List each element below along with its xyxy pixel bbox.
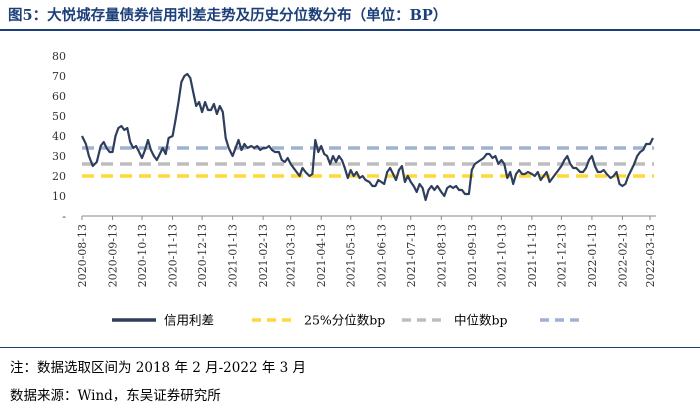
y-tick-label: 40 [52,130,66,143]
y-tick-label: 70 [52,70,66,83]
x-tick-label: 2021-12-13 [555,224,568,287]
chart-title: 图5：大悦城存量债券信用利差走势及历史分位数分布（单位：BP） [8,7,448,24]
x-tick-label: 2021-10-13 [495,224,508,287]
note-range: 注：数据选取区间为 2018 年 2 月-2022 年 3 月 [10,360,306,376]
x-tick-label: 2021-09-13 [466,224,479,287]
notes-rule [0,347,700,348]
y-tick-label: 80 [52,50,66,63]
reference-lines [82,146,654,178]
legend: 信用利差 25%分位数bp 中位数bp [112,313,584,328]
x-tick-label: 2021-03-13 [285,224,298,287]
x-tick-label: 2021-06-13 [375,224,388,287]
x-tick-label: 2021-02-13 [257,224,270,287]
legend-label: 25%分位数bp [304,313,385,328]
x-tick-label: 2020-12-13 [196,224,209,287]
x-tick-label: 2020-09-13 [107,224,120,287]
plot-area [81,72,654,202]
x-tick-label: 2021-07-13 [405,224,418,287]
x-tick-label: 2020-10-13 [136,224,149,287]
x-tick-label: 2021-11-13 [526,224,539,287]
spread-series-line [81,72,654,202]
y-tick-label: 20 [52,170,66,183]
title-rule [0,29,700,31]
y-tick-label: 50 [52,110,66,123]
legend-label: 信用利差 [164,313,214,328]
legend-label: 中位数bp [454,313,508,328]
y-tick-label: 60 [52,90,66,103]
y-tick-label: - [62,210,66,223]
x-axis: 2020-08-13 2020-09-13 2020-10-13 2020-11-13… [76,215,657,287]
note-source: 数据来源：Wind，东吴证券研究所 [10,388,221,404]
y-axis: - 10 20 30 40 50 60 70 80 [52,50,66,223]
x-tick-label: 2022-02-13 [616,224,629,287]
x-tick-label: 2021-04-13 [315,224,328,287]
x-tick-label: 2020-11-13 [167,224,180,287]
x-tick-label: 2021-08-13 [435,224,448,287]
x-tick-label: 2021-01-13 [227,224,240,287]
x-tick-label: 2020-08-13 [76,224,89,287]
x-tick-label: 2022-03-13 [644,224,657,287]
x-tick-label: 2021-05-13 [345,224,358,287]
y-tick-label: 30 [52,150,66,163]
x-tick-label: 2022-01-13 [586,224,599,287]
y-tick-label: 10 [52,190,66,203]
